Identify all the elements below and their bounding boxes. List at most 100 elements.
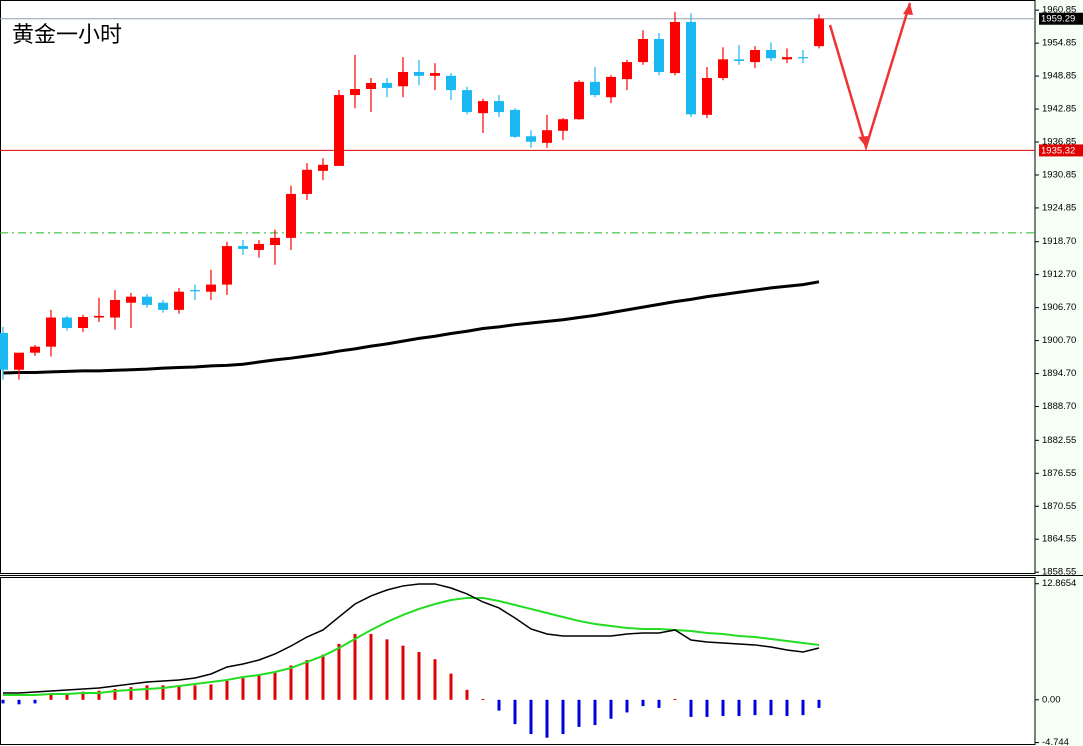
y-tick-label: -4.744 <box>1042 737 1069 746</box>
histogram-bar <box>241 678 245 700</box>
candle-body <box>14 352 24 370</box>
y-tick-label: 0.00 <box>1042 694 1061 705</box>
candle-body <box>174 291 184 310</box>
candle-body <box>222 246 232 285</box>
histogram-bar <box>529 699 533 735</box>
y-tick-label: 1882.55 <box>1042 435 1076 446</box>
histogram-bar <box>673 698 677 700</box>
candle-body <box>654 39 664 72</box>
histogram-bar <box>193 685 197 700</box>
histogram-bar <box>513 699 517 725</box>
candle-body <box>78 316 88 328</box>
y-tick-label: 1924.85 <box>1042 202 1076 213</box>
candle-body <box>46 317 56 347</box>
histogram-bar <box>65 693 69 700</box>
candle-body <box>238 246 248 249</box>
candle-body <box>62 317 72 328</box>
histogram-bar <box>705 699 709 717</box>
histogram-bar <box>209 684 213 700</box>
histogram-bar <box>17 699 21 705</box>
candle-body <box>270 237 280 246</box>
candle-body <box>446 75 456 91</box>
candle-body <box>686 21 696 115</box>
y-tick-label: 1960.85 <box>1042 5 1076 16</box>
histogram-bar <box>641 699 645 707</box>
y-tick-label: 12.8654 <box>1042 578 1076 589</box>
candle-body <box>110 299 120 318</box>
price-pane <box>0 0 1036 574</box>
histogram-bar <box>385 639 389 700</box>
histogram-bar <box>161 685 165 700</box>
histogram-bar <box>433 659 437 700</box>
histogram-bar <box>321 654 325 700</box>
histogram-bar <box>177 685 181 700</box>
y-tick-label: 1906.70 <box>1042 302 1076 313</box>
histogram-bar <box>481 698 485 700</box>
candle-body <box>286 193 296 238</box>
histogram-bar <box>465 689 469 700</box>
histogram-bar <box>225 680 229 700</box>
candle-body <box>398 71 408 87</box>
candle-body <box>462 90 472 113</box>
histogram-bar <box>81 691 85 700</box>
histogram-bar <box>129 687 133 700</box>
candle-body <box>766 49 776 59</box>
histogram-bar <box>593 699 597 726</box>
histogram-bar <box>561 699 565 735</box>
y-tick-label: 1912.70 <box>1042 269 1076 280</box>
y-tick-label: 1936.85 <box>1042 137 1076 148</box>
price-tag-label: 1959.29 <box>1041 14 1075 25</box>
y-tick-label: 1858.55 <box>1042 567 1076 578</box>
y-tick-label: 1930.85 <box>1042 169 1076 180</box>
candle-body <box>0 332 8 370</box>
candle-body <box>558 119 568 131</box>
candle-body <box>782 57 792 60</box>
histogram-bar <box>113 688 117 700</box>
candle-body <box>622 62 632 80</box>
signal-line <box>3 596 820 697</box>
histogram-bar <box>289 665 293 700</box>
candle-body <box>334 95 344 166</box>
candle-body <box>590 81 600 96</box>
y-tick-label: 1876.55 <box>1042 468 1076 479</box>
y-tick-label: 1864.55 <box>1042 534 1076 545</box>
histogram-bar <box>305 660 309 700</box>
histogram-bar <box>401 645 405 700</box>
candle-body <box>318 164 328 171</box>
price-tag <box>1039 144 1083 157</box>
macd-line <box>3 583 820 694</box>
histogram-bar <box>33 699 37 704</box>
macd-pane <box>0 577 1036 745</box>
candle-body <box>382 82 392 88</box>
histogram-bar <box>577 699 581 727</box>
price-tag <box>1039 12 1083 25</box>
histogram-bar <box>337 643 341 700</box>
y-tick-label: 1942.85 <box>1042 104 1076 115</box>
y-tick-label: 1918.70 <box>1042 236 1076 247</box>
histogram-bar <box>721 699 725 717</box>
histogram-bar <box>417 651 421 700</box>
price-chart: 1960.85 1954.85 1948.85 1942.85 1936.85 1930.… <box>0 5 1083 578</box>
candle-body <box>606 76 616 98</box>
histogram-bar <box>689 699 693 717</box>
y-tick-label: 1900.70 <box>1042 335 1076 346</box>
histogram-bar <box>625 699 629 713</box>
histogram-bar <box>353 633 357 700</box>
y-tick-label: 1870.55 <box>1042 501 1076 512</box>
macd-chart: 12.8654 0.00 -4.744 <box>1 578 1076 746</box>
candle-body <box>430 73 440 76</box>
candle-body <box>94 315 104 318</box>
y-tick-label: 1894.70 <box>1042 368 1076 379</box>
candle-body <box>718 59 728 79</box>
histogram-bar <box>769 699 773 716</box>
candle-body <box>574 81 584 120</box>
candle-body <box>30 346 40 353</box>
histogram-bar <box>257 674 261 700</box>
moving-average <box>2 280 820 375</box>
candle-body <box>190 290 200 292</box>
candle-body <box>510 109 520 137</box>
candle-body <box>734 59 744 61</box>
candle-body <box>142 296 152 305</box>
y-tick-label: 1888.70 <box>1042 401 1076 412</box>
